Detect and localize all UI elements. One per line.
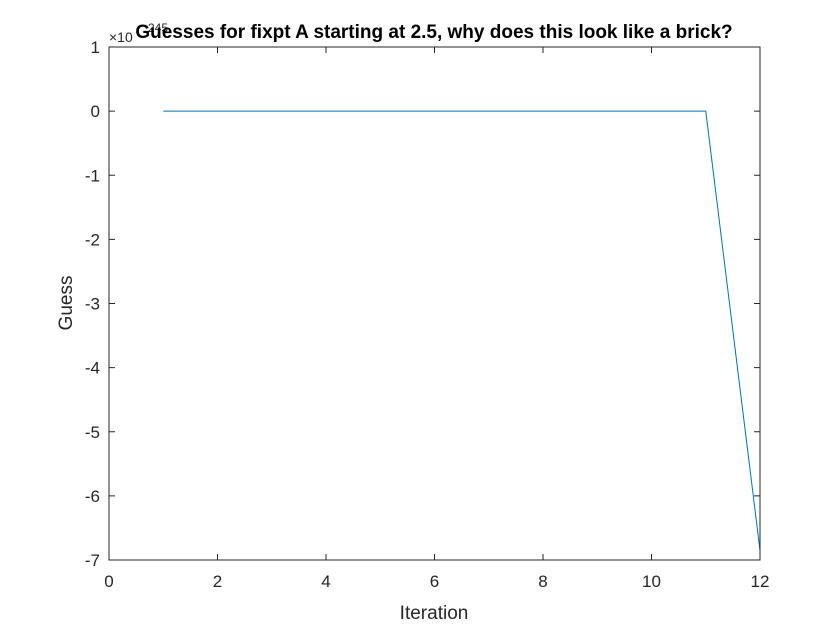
x-tick-label: 12 <box>751 572 770 591</box>
y-tick-label: -6 <box>85 487 100 506</box>
y-tick-label: 0 <box>91 102 100 121</box>
y-tick-label: -3 <box>85 295 100 314</box>
x-tick-label: 4 <box>321 572 330 591</box>
series-layer <box>163 110 761 551</box>
series-line <box>163 110 761 551</box>
y-tick-label: 1 <box>91 38 100 57</box>
y-tick-label: -1 <box>85 166 100 185</box>
y-tick-label: -2 <box>85 230 100 249</box>
x-tick-label: 6 <box>430 572 439 591</box>
y-tick-label: -4 <box>85 359 100 378</box>
x-tick-label: 8 <box>538 572 547 591</box>
chart-title: Guesses for fixpt A starting at 2.5, why… <box>135 22 732 43</box>
plot-area <box>109 47 760 560</box>
y-axis-label: Guess <box>56 276 77 331</box>
x-tick-label: 2 <box>213 572 222 591</box>
x-axis-label: Iteration <box>400 603 469 624</box>
y-axis-exponent-base: ×10 <box>109 29 133 45</box>
x-tick-label: 10 <box>642 572 661 591</box>
y-tick-label: -7 <box>85 551 100 570</box>
x-tick-label: 0 <box>104 572 113 591</box>
y-axis-exponent-power: 245 <box>148 21 168 35</box>
y-tick-label: -5 <box>85 423 100 442</box>
axes-box <box>108 46 761 561</box>
